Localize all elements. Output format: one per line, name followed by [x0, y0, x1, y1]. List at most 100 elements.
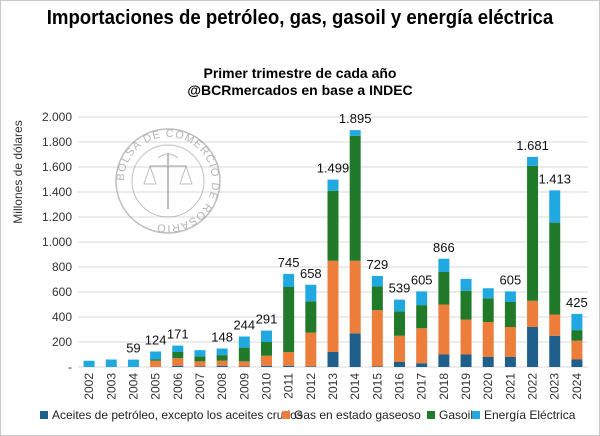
x-tick-label: 2024 — [570, 373, 584, 400]
bar-segment-energia — [327, 179, 339, 191]
bar-segment-gasoil — [438, 272, 450, 305]
bar-segment-gasoil — [504, 302, 516, 327]
bar-segment-aceites — [571, 359, 583, 367]
bar-segment-gasoil — [394, 311, 406, 336]
x-tick-label: 2006 — [171, 373, 185, 400]
bar-segment-gas — [371, 310, 383, 367]
y-tick-label: 1.400 — [42, 185, 72, 199]
total-label: 291 — [256, 312, 278, 327]
total-label: 148 — [211, 330, 233, 345]
x-tick-label: 2007 — [193, 373, 207, 400]
bar-segment-gasoil — [527, 165, 539, 301]
bar-segment-energia — [394, 299, 406, 312]
legend-swatch-gas — [282, 411, 290, 419]
bar-series — [83, 130, 583, 367]
legend-label-energia: Energía Eléctrica — [484, 408, 576, 422]
bar-segment-gas — [504, 327, 516, 357]
bar-segment-gas — [327, 260, 339, 352]
x-tick-label: 2012 — [304, 373, 318, 400]
bar-segment-gas — [216, 360, 228, 366]
bar-segment-gasoil — [172, 352, 184, 359]
bar-segment-gas — [460, 319, 472, 355]
bar-segment-gasoil — [327, 190, 339, 261]
bar-segment-gas — [194, 361, 206, 367]
legend: Aceites de petróleo, excepto los aceites… — [40, 408, 576, 422]
x-tick-label: 2019 — [459, 373, 473, 400]
bar-segment-gas — [416, 328, 428, 364]
y-tick-label: 1.600 — [42, 160, 72, 174]
total-label: 244 — [233, 318, 255, 333]
total-label: 729 — [366, 257, 388, 272]
bar-segment-gasoil — [482, 298, 494, 322]
bar-segment-energia — [527, 156, 539, 166]
bar-segment-gasoil — [150, 359, 162, 361]
total-label: 1.895 — [339, 111, 372, 126]
total-label: 605 — [500, 272, 522, 287]
legend-swatch-energia — [472, 411, 480, 419]
bar-segment-energia — [482, 288, 494, 299]
x-tick-label: 2009 — [237, 373, 251, 400]
bar-segment-energia — [305, 284, 317, 302]
total-label: 866 — [433, 240, 455, 255]
bar-segment-energia — [371, 275, 383, 287]
y-tick-label: 400 — [52, 310, 72, 324]
bar-segment-gas — [549, 314, 561, 336]
x-tick-label: 2008 — [215, 373, 229, 400]
total-label: 171 — [167, 327, 189, 342]
bar-segment-energia — [194, 350, 206, 357]
y-tick-label: 1.800 — [42, 135, 72, 149]
bar-segment-energia — [172, 345, 184, 352]
total-label: 1.413 — [538, 171, 571, 186]
total-label: 539 — [389, 281, 411, 296]
bar-segment-gasoil — [283, 287, 295, 352]
bar-segment-gasoil — [349, 135, 361, 261]
x-tick-label: 2021 — [503, 373, 517, 400]
bar-segment-aceites — [349, 333, 361, 367]
bar-segment-aceites — [260, 365, 272, 367]
y-tick-label: 200 — [52, 335, 72, 349]
x-tick-label: 2003 — [104, 373, 118, 400]
bar-segment-energia — [260, 330, 272, 342]
bar-segment-energia — [416, 291, 428, 306]
bar-segment-gas — [305, 332, 317, 367]
x-tick-label: 2015 — [370, 373, 384, 400]
bar-segment-gasoil — [460, 290, 472, 320]
bar-segment-gas — [172, 358, 184, 366]
bar-segment-aceites — [305, 366, 317, 367]
bar-segment-gas — [482, 322, 494, 357]
x-tick-label: 2014 — [348, 373, 362, 400]
chart-title: Importaciones de petróleo, gas, gasoil y… — [46, 7, 554, 29]
y-axis-label: Millones de dólares — [11, 120, 25, 223]
bar-segment-gas — [150, 360, 162, 367]
bar-segment-gasoil — [194, 356, 206, 362]
bar-segment-gasoil — [571, 330, 583, 341]
bar-segment-aceites — [172, 365, 184, 367]
x-axis: 2002 2003 2004 2005 2006 2007 2008 2009 2010 2011… — [82, 373, 584, 400]
bar-segment-aceites — [416, 363, 428, 367]
legend-label-aceites: Aceites de petróleo, excepto los aceites… — [52, 408, 303, 422]
legend-swatch-aceites — [40, 411, 48, 419]
x-tick-label: 2022 — [526, 373, 540, 400]
bar-segment-gasoil — [216, 355, 228, 361]
bar-segment-aceites — [438, 354, 450, 367]
x-tick-label: 2020 — [481, 373, 495, 400]
bar-segment-aceites — [527, 327, 539, 367]
x-tick-label: 2010 — [259, 373, 273, 400]
bar-segment-aceites — [394, 362, 406, 367]
bar-segment-aceites — [460, 354, 472, 367]
bar-segment-gasoil — [549, 222, 561, 315]
bar-segment-gasoil — [416, 305, 428, 329]
total-label: 1.499 — [317, 161, 350, 176]
bar-segment-aceites — [283, 365, 295, 367]
bar-segment-energia — [105, 359, 117, 367]
x-tick-label: 2023 — [548, 373, 562, 400]
bar-segment-aceites — [216, 365, 228, 367]
bar-segment-aceites — [549, 335, 561, 367]
bar-segment-gas — [238, 361, 250, 367]
total-label: 605 — [411, 272, 433, 287]
bar-segment-gas — [571, 340, 583, 360]
total-label: 425 — [566, 295, 588, 310]
bar-segment-gasoil — [260, 342, 272, 356]
